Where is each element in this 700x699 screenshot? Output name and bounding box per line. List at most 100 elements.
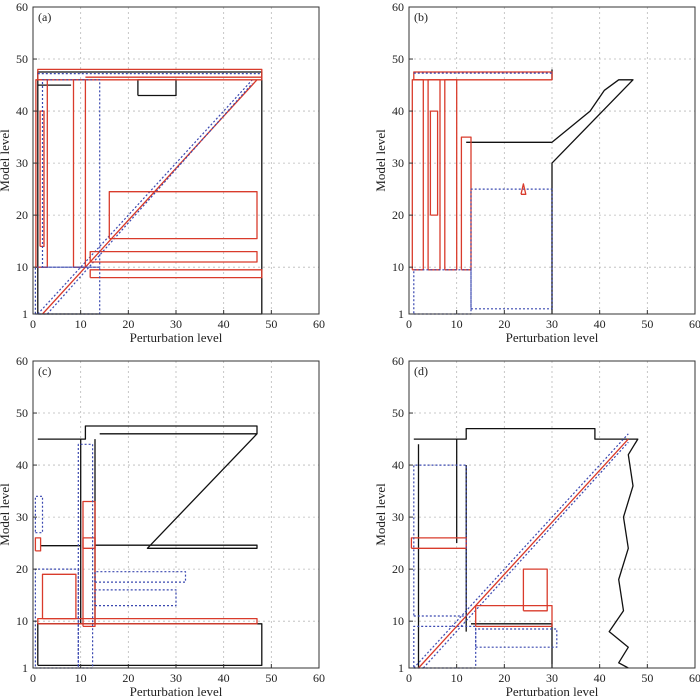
x-tick-label: 10	[451, 671, 463, 685]
y-tick-label: 30	[16, 156, 28, 170]
contour-negative	[413, 433, 629, 669]
x-tick-label: 60	[313, 317, 325, 331]
y-tick-label: 30	[392, 510, 404, 524]
x-tick-label: 40	[218, 317, 230, 331]
x-tick-label: 20	[122, 317, 134, 331]
contour-negative	[413, 625, 477, 669]
contour-negative	[41, 79, 101, 268]
x-tick-label: 50	[641, 671, 653, 685]
contour-negative	[413, 464, 467, 617]
contour-zero	[413, 427, 639, 669]
contour-positive	[72, 79, 87, 268]
x-tick-label: 60	[689, 671, 700, 685]
y-tick-label: 1	[22, 661, 28, 675]
panel-label: (d)	[414, 364, 428, 378]
contour-positive	[429, 110, 439, 216]
contour-positive	[41, 573, 77, 620]
contour-negative	[475, 628, 558, 648]
contour-negative	[37, 79, 253, 315]
panel-d: 0 10 20 30 40 50 60 1 10 20 30 40 50 60 (d) Perturbatio…	[373, 354, 700, 699]
x-tick-label: 0	[406, 671, 412, 685]
y-tick-label: 10	[16, 614, 28, 628]
panel-a: 0 10 20 30 40 50 60 1 10 20 30 40 50 60 (a) Perturbatio…	[0, 0, 325, 345]
contour-positive	[42, 79, 258, 315]
contour-positive	[410, 537, 467, 549]
y-tick-label: 20	[392, 562, 404, 576]
x-tick-label: 20	[498, 317, 510, 331]
x-tick-label: 10	[451, 317, 463, 331]
x-tick-label: 0	[406, 317, 412, 331]
x-tick-label: 30	[546, 317, 558, 331]
y-tick-label: 10	[392, 260, 404, 274]
y-tick-label: 20	[16, 562, 28, 576]
panel-label: (a)	[38, 10, 51, 24]
contour-zero	[95, 433, 258, 549]
y-tick-label: 50	[16, 406, 28, 420]
y-tick-label: 50	[16, 52, 28, 66]
x-tick-label: 40	[218, 671, 230, 685]
contour-positive	[34, 537, 42, 552]
x-tick-label: 40	[594, 317, 606, 331]
contour-positive	[444, 79, 458, 271]
contour-negative	[94, 571, 187, 583]
y-tick-label: 40	[392, 458, 404, 472]
x-tick-label: 40	[594, 671, 606, 685]
y-axis-label: Model level	[373, 129, 388, 192]
contour-zero	[466, 79, 634, 314]
y-tick-label: 1	[398, 661, 404, 675]
contour-positive	[82, 537, 96, 549]
x-axis-label: Perturbation level	[130, 330, 223, 345]
panel-label: (c)	[38, 364, 51, 378]
y-tick-label: 1	[22, 307, 28, 321]
y-tick-label: 40	[16, 458, 28, 472]
y-tick-label: 10	[392, 614, 404, 628]
y-tick-label: 60	[392, 354, 404, 368]
x-tick-label: 0	[30, 317, 36, 331]
contour-positive	[475, 604, 553, 628]
contour-positive	[82, 500, 96, 628]
contour-positive	[37, 68, 263, 81]
y-tick-label: 40	[392, 104, 404, 118]
y-tick-label: 50	[392, 406, 404, 420]
x-tick-label: 60	[313, 671, 325, 685]
panel-c: 0 10 20 30 40 50 60 1 10 20 30 40 50 60 (c) Perturbatio…	[0, 354, 325, 699]
y-tick-label: 10	[16, 260, 28, 274]
contour-positive	[89, 269, 263, 279]
x-axis-label: Perturbation level	[506, 330, 599, 345]
contour-positive	[520, 183, 527, 195]
x-tick-label: 30	[546, 671, 558, 685]
x-tick-label: 0	[30, 671, 36, 685]
x-tick-label: 30	[170, 671, 182, 685]
contour-negative	[413, 269, 472, 315]
contour-negative	[46, 83, 253, 315]
y-tick-label: 1	[398, 307, 404, 321]
y-tick-label: 20	[16, 208, 28, 222]
y-tick-label: 30	[16, 510, 28, 524]
contour-zero	[37, 623, 263, 667]
contour-positive	[522, 568, 548, 612]
contour-positive	[413, 71, 553, 81]
x-tick-label: 10	[75, 671, 87, 685]
x-axis-label: Perturbation level	[506, 684, 599, 699]
y-tick-label: 60	[16, 354, 28, 368]
y-axis-label: Model level	[373, 483, 388, 546]
contour-positive	[37, 617, 258, 625]
y-axis-label: Model level	[0, 483, 12, 546]
contour-positive	[411, 79, 424, 271]
contour-zero	[37, 425, 258, 440]
panel-label: (b)	[414, 10, 428, 24]
contour-positive	[89, 250, 258, 263]
panel-b: 0 10 20 30 40 50 60 1 10 20 30 40 50 60 (b) Perturbatio…	[373, 0, 700, 345]
y-tick-label: 60	[392, 0, 404, 14]
y-axis-label: Model level	[0, 129, 12, 192]
contour-negative	[94, 589, 177, 607]
x-tick-label: 20	[122, 671, 134, 685]
x-tick-label: 10	[75, 317, 87, 331]
x-tick-label: 30	[170, 317, 182, 331]
y-tick-label: 40	[16, 104, 28, 118]
x-tick-label: 50	[265, 671, 277, 685]
x-tick-label: 60	[689, 317, 700, 331]
contour-zero	[137, 79, 177, 97]
x-axis-label: Perturbation level	[130, 684, 223, 699]
